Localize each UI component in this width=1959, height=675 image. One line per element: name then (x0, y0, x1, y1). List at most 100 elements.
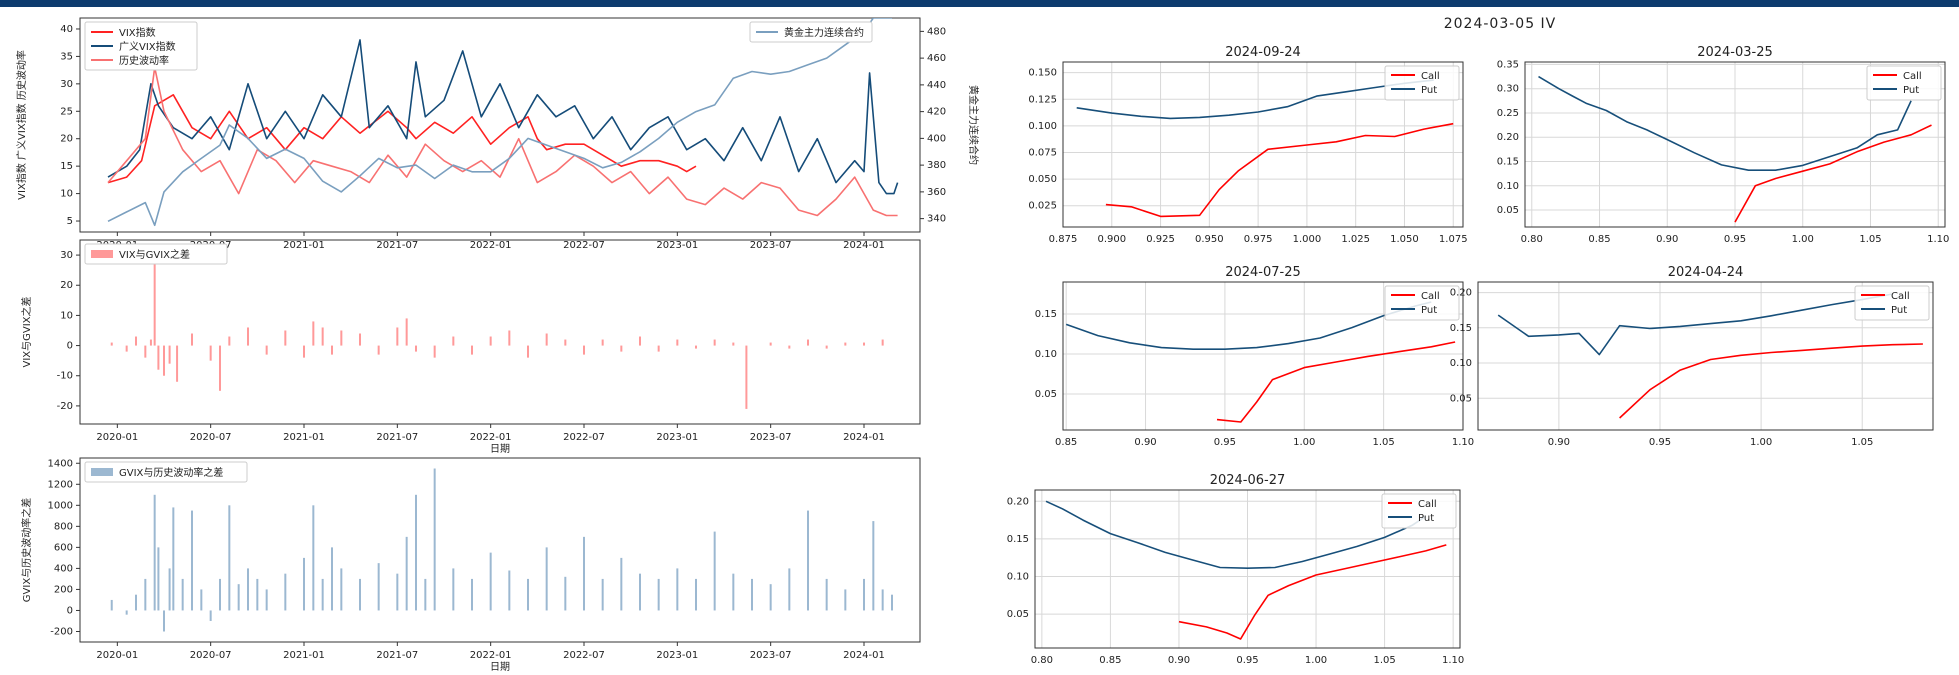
s4-legend-label: Put (1891, 305, 1907, 316)
p3-bar (769, 584, 772, 611)
p2-bar (176, 345, 179, 382)
p2-bar (732, 342, 735, 346)
p3-bar (157, 547, 160, 611)
p3-bar (751, 578, 753, 611)
p2-bar (769, 342, 772, 346)
s5-series-put (1045, 500, 1427, 570)
p1-series-gvix (107, 39, 899, 195)
p1-y2tick-label: 460 (927, 53, 946, 64)
s1-ytick-label: 0.150 (1028, 68, 1057, 79)
p3-bar (303, 557, 305, 611)
s1-ytick-label: 0.075 (1028, 147, 1057, 158)
s1-xtick-label: 0.950 (1195, 234, 1224, 245)
p3-bar (489, 552, 492, 611)
p3-bar (163, 610, 165, 632)
p2-bar (153, 255, 156, 346)
s3-legend-label: Call (1421, 291, 1440, 302)
p2-bar (508, 330, 511, 346)
p1-xtick-label: 2021-01 (283, 240, 325, 251)
p3-bar (620, 557, 623, 611)
p3-bar (891, 594, 893, 611)
p2-bar (713, 339, 716, 346)
s2-ytick-label: 0.20 (1497, 132, 1519, 143)
s5-ytick-label: 0.05 (1007, 609, 1029, 620)
s3-ytick-label: 0.15 (1035, 309, 1057, 320)
s2-ytick-label: 0.10 (1497, 181, 1519, 192)
p2-bar (284, 330, 287, 346)
p2-bar (377, 345, 380, 355)
p3-bar (545, 547, 548, 611)
p3-bar (508, 570, 511, 611)
s4-xtick-label: 1.05 (1851, 437, 1873, 448)
p2-bar (583, 345, 585, 355)
p1-ytick-label: 40 (60, 24, 73, 35)
p3-ytick-label: 1000 (48, 500, 73, 511)
p2-bar (844, 342, 847, 346)
p3-bar (433, 468, 436, 611)
p2-ytick-label: -20 (57, 401, 73, 412)
s4-xtick-label: 0.90 (1548, 437, 1570, 448)
p2-legend-label: VIX与GVIX之差 (119, 248, 190, 261)
s4-ytick-label: 0.05 (1450, 393, 1472, 404)
p3-xtick-label: 2023-07 (750, 650, 792, 661)
p3-xtick-label: 2022-07 (563, 650, 605, 661)
p2-bar (788, 345, 791, 349)
s4-series-call (1619, 343, 1923, 419)
p2-bar (135, 336, 137, 346)
p2-bar (312, 321, 315, 346)
p3-bar (713, 531, 716, 611)
p3-ytick-label: 1200 (48, 479, 73, 490)
p3-ytick-label: 200 (54, 584, 73, 595)
p3-bar (825, 578, 828, 611)
p3-bar (168, 568, 171, 611)
p2-bar (247, 327, 249, 346)
s5-xtick-label: 1.00 (1305, 655, 1327, 666)
s2-title: 2024-03-25 (1697, 45, 1773, 60)
p3-bar (153, 494, 156, 611)
top-banner (0, 0, 1959, 7)
s1-xtick-label: 0.975 (1244, 234, 1273, 245)
p3-legend-swatch (91, 468, 113, 476)
p3-bar (312, 505, 315, 611)
p3-bar (415, 494, 417, 611)
p1-ytick-label: 35 (60, 51, 73, 62)
p2-xtick-label: 2023-07 (750, 432, 792, 443)
p1-xtick-label: 2023-07 (750, 240, 792, 251)
p3-bar (601, 578, 604, 611)
p1-xtick-label: 2022-07 (563, 240, 605, 251)
p1-ytick-label: 15 (60, 161, 73, 172)
p2-bar (489, 336, 492, 346)
s3-title: 2024-07-25 (1225, 265, 1301, 280)
p2-bar (359, 333, 361, 346)
p3-bar (405, 536, 408, 611)
s5-series-call (1178, 544, 1447, 640)
s5-xtick-label: 0.90 (1168, 655, 1190, 666)
p2-bar (676, 339, 679, 346)
s4-series-put (1497, 293, 1893, 356)
s3-series-call (1216, 341, 1456, 423)
s5-xtick-label: 1.10 (1442, 655, 1464, 666)
s5-legend-label: Put (1418, 513, 1434, 524)
p1-series-vix (107, 94, 697, 184)
p2-bar (125, 345, 128, 352)
p3-bar (144, 578, 147, 611)
s5-title: 2024-06-27 (1210, 473, 1286, 488)
s1-xtick-label: 0.875 (1049, 234, 1078, 245)
s3-xtick-label: 1.05 (1373, 437, 1395, 448)
p2-ytick-label: 30 (60, 250, 73, 261)
p3-bar (219, 578, 221, 611)
p3-ytick-label: 1400 (48, 458, 73, 469)
s3-xtick-label: 1.10 (1452, 437, 1474, 448)
p2-bar (639, 336, 641, 346)
p3-bar (844, 589, 847, 611)
p1-series-gold (107, 18, 892, 227)
p3-frame (79, 457, 921, 643)
p3-bar (732, 573, 735, 611)
p2-bar (110, 342, 113, 346)
p1-frame (79, 17, 921, 233)
s5-frame (1034, 489, 1461, 649)
p3-xtick-label: 2022-01 (470, 650, 512, 661)
p1-series-hv (107, 66, 898, 217)
p2-xtick-label: 2022-01 (470, 432, 512, 443)
